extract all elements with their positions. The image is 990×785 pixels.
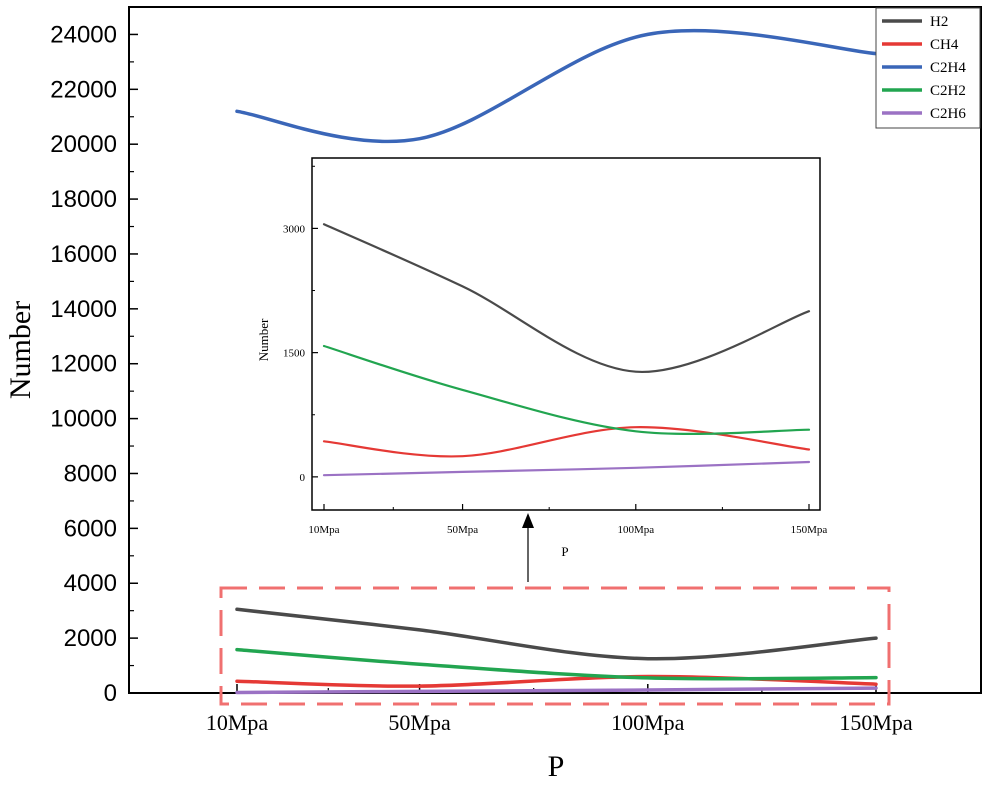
inset-x-axis-title: P — [561, 544, 568, 559]
inset-x-tick-label: 10Mpa — [308, 524, 339, 536]
inset-series-line-c2h2 — [322, 344, 811, 436]
legend: H2 CH4 C2H4 C2H2 C2H6 — [875, 7, 981, 129]
main-x-tick-label: 10Mpa — [206, 710, 269, 735]
main-y-axis-title: Number — [4, 301, 37, 399]
inset-x-tick-label: 150Mpa — [791, 524, 828, 536]
inset-background — [312, 158, 820, 510]
inset-x-tick-label: 100Mpa — [617, 524, 654, 536]
main-x-axis: 10Mpa 50Mpa 100Mpa 150Mpa — [206, 684, 913, 735]
legend-label-c2h4: C2H4 — [930, 60, 966, 76]
inset-y-axis: 0 1500 3000 — [283, 165, 318, 484]
inset-plot-frame — [311, 157, 821, 511]
inset-x-axis: 10Mpa 50Mpa 100Mpa 150Mpa — [308, 504, 827, 536]
main-y-tick-label: 10000 — [50, 406, 117, 433]
main-x-tick-label: 150Mpa — [839, 710, 913, 735]
legend-items: H2 CH4 C2H4 C2H2 C2H6 — [882, 14, 966, 122]
main-y-tick-label: 16000 — [50, 241, 117, 268]
main-series-group — [235, 28, 878, 695]
zoom-highlight-box — [219, 586, 891, 706]
legend-label-ch4: CH4 — [930, 37, 959, 53]
inset-y-tick-label: 0 — [300, 472, 306, 484]
inset-x-tick-label: 50Mpa — [447, 524, 478, 536]
main-y-tick-label: 8000 — [64, 460, 117, 487]
main-x-tick-label: 100Mpa — [611, 710, 685, 735]
legend-label-h2: H2 — [930, 14, 948, 30]
inset-y-tick-label: 1500 — [283, 348, 306, 360]
main-series-line-c2h6 — [235, 686, 878, 695]
main-y-tick-label: 2000 — [64, 625, 117, 652]
inset-series-line-h2 — [322, 223, 811, 373]
inset-series-line-ch4 — [322, 426, 811, 458]
inset-series-line-c2h6 — [322, 460, 811, 477]
main-y-tick-label: 12000 — [50, 351, 117, 378]
main-y-tick-label: 6000 — [64, 515, 117, 542]
legend-label-c2h6: C2H6 — [930, 106, 966, 122]
main-series-line-h2 — [235, 607, 878, 661]
main-y-tick-label: 24000 — [50, 21, 117, 48]
main-series-line-c2h2 — [235, 647, 878, 681]
main-y-tick-label: 20000 — [50, 131, 117, 158]
zoom-arrow-head — [522, 513, 534, 528]
legend-label-c2h2: C2H2 — [930, 83, 966, 99]
main-y-tick-label: 22000 — [50, 76, 117, 103]
main-series-line-c2h4 — [235, 28, 878, 144]
main-y-tick-label: 18000 — [50, 186, 117, 213]
main-plot-frame — [128, 6, 982, 694]
inset-series-group — [322, 223, 811, 477]
inset-y-axis-title: Number — [256, 318, 271, 361]
main-y-tick-label: 4000 — [64, 570, 117, 597]
inset-y-tick-label: 3000 — [283, 223, 306, 235]
main-x-tick-label: 50Mpa — [388, 710, 451, 735]
main-y-tick-label: 0 — [104, 680, 117, 707]
main-x-axis-title: P — [548, 750, 565, 783]
main-y-axis: 0 2000 4000 6000 8000 10000 12000 14000 16000 180… — [50, 21, 138, 707]
main-y-tick-label: 14000 — [50, 296, 117, 323]
